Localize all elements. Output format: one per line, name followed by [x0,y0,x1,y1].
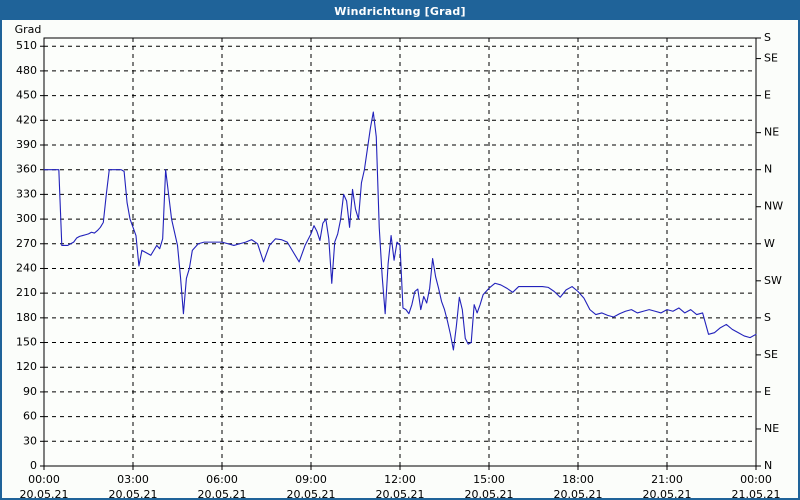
svg-text:20.05.21: 20.05.21 [198,488,247,498]
svg-text:W: W [764,237,775,250]
svg-text:20.05.21: 20.05.21 [643,488,692,498]
plot-frame [43,37,757,467]
svg-text:330: 330 [16,187,37,200]
y-axis-unit-label: Grad [15,23,42,36]
svg-text:09:00: 09:00 [295,473,327,486]
svg-text:21:00: 21:00 [651,473,683,486]
svg-text:20.05.21: 20.05.21 [376,488,425,498]
svg-text:480: 480 [16,64,37,77]
svg-text:0: 0 [30,459,37,472]
svg-text:15:00: 15:00 [473,473,505,486]
svg-text:420: 420 [16,113,37,126]
svg-text:20.05.21: 20.05.21 [287,488,336,498]
svg-text:180: 180 [16,311,37,324]
svg-text:E: E [764,385,771,398]
svg-text:390: 390 [16,138,37,151]
svg-text:S: S [764,31,771,44]
svg-text:18:00: 18:00 [562,473,594,486]
window-title-bar: Windrichtung [Grad] [2,2,798,20]
page-title: Windrichtung [Grad] [334,4,466,18]
svg-text:20.05.21: 20.05.21 [20,488,69,498]
svg-text:150: 150 [16,336,37,349]
svg-text:240: 240 [16,261,37,274]
y-axis-ticks: 0 30 60 90 120 150 180 210 240 270 300 330 360 390 420… [16,39,44,472]
svg-text:N: N [764,163,772,176]
svg-text:06:00: 06:00 [206,473,238,486]
svg-text:12:00: 12:00 [384,473,416,486]
svg-text:21.05.21: 21.05.21 [732,488,781,498]
svg-text:300: 300 [16,212,37,225]
svg-text:90: 90 [23,385,37,398]
svg-text:SW: SW [764,274,782,287]
svg-text:NW: NW [764,200,783,213]
right-axis-ticks: N NE E SE S SW W NW N NE E SE S [756,31,783,472]
svg-text:30: 30 [23,434,37,447]
svg-text:20.05.21: 20.05.21 [465,488,514,498]
grid-lines [44,38,756,466]
svg-text:20.05.21: 20.05.21 [109,488,158,498]
svg-text:120: 120 [16,360,37,373]
chart-plot-area: 0 30 60 90 120 150 180 210 240 270 300 330 360 390 420… [2,20,798,498]
svg-text:SE: SE [764,348,778,361]
svg-text:03:00: 03:00 [117,473,149,486]
svg-text:60: 60 [23,410,37,423]
svg-text:E: E [764,89,771,102]
svg-text:210: 210 [16,286,37,299]
wind-direction-line-chart: 0 30 60 90 120 150 180 210 240 270 300 330 360 390 420… [15,23,784,498]
svg-text:NE: NE [764,422,779,435]
x-axis-ticks: 00:00 20.05.21 03:00 20.05.21 06:00 20.05.21 0… [20,466,781,498]
svg-text:NE: NE [764,126,779,139]
svg-text:S: S [764,311,771,324]
svg-text:450: 450 [16,89,37,102]
svg-text:N: N [764,459,772,472]
svg-text:00:00: 00:00 [740,473,772,486]
svg-text:00:00: 00:00 [28,473,60,486]
wind-direction-series [43,111,757,351]
svg-text:SE: SE [764,52,778,65]
svg-text:270: 270 [16,237,37,250]
svg-text:510: 510 [16,39,37,52]
svg-text:360: 360 [16,163,37,176]
svg-text:20.05.21: 20.05.21 [554,488,603,498]
